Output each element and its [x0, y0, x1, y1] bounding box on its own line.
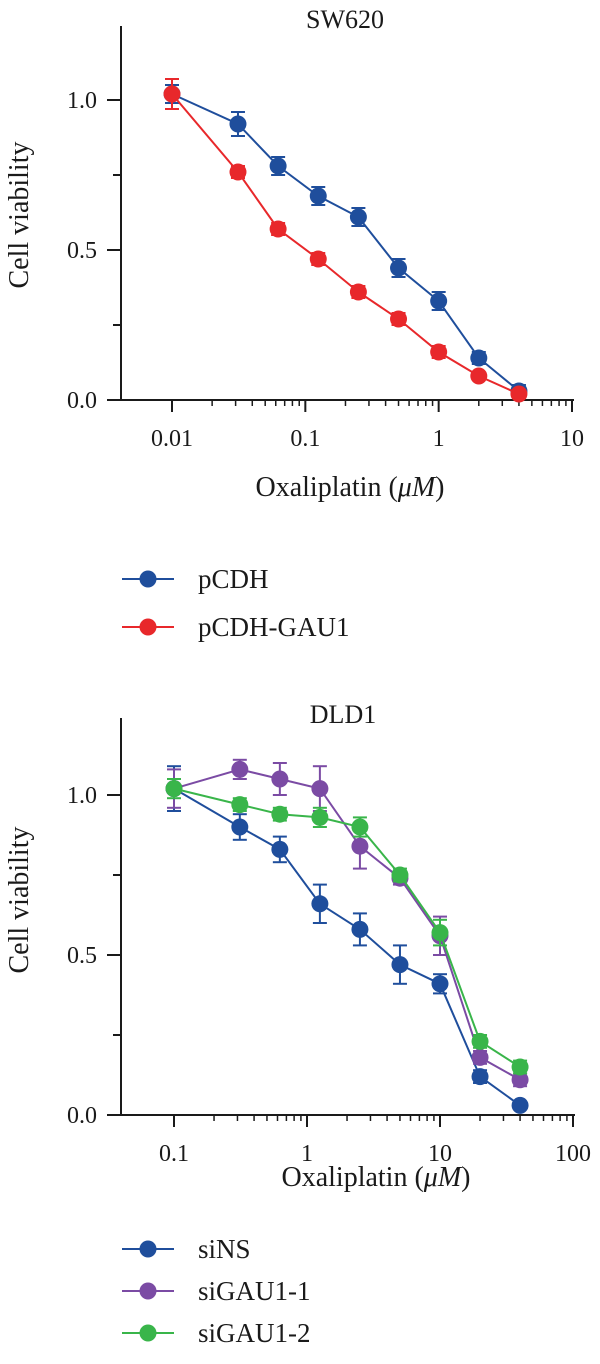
data-point [229, 115, 247, 133]
x-tick-label: 0.01 [151, 426, 193, 452]
data-point [391, 866, 409, 884]
plot-area [163, 78, 528, 403]
x-tick-label: 0.1 [290, 426, 320, 452]
data-point [165, 780, 183, 798]
data-point [231, 760, 249, 778]
series-sigau1-2 [165, 778, 529, 1076]
data-point [471, 1032, 489, 1050]
legend-label: siGAU1-2 [198, 1318, 311, 1348]
x-tick-label: 100 [555, 1141, 591, 1167]
x-axis-label: Oxaliplatin (μM) [255, 472, 444, 503]
legend-label: pCDH-GAU1 [198, 612, 350, 642]
x-tick-label: 1 [301, 1141, 313, 1167]
data-point [351, 818, 369, 836]
data-point [309, 250, 327, 268]
data-point [351, 837, 369, 855]
data-point [269, 157, 287, 175]
data-point [510, 385, 528, 403]
data-point [430, 343, 448, 361]
data-point [231, 796, 249, 814]
legend-marker [139, 618, 157, 636]
data-point [390, 259, 408, 277]
data-point [471, 1048, 489, 1066]
chart-dld1: DLD1 Cell viability Oxaliplatin (μM) 0.0… [4, 700, 591, 1348]
data-point [511, 1071, 529, 1089]
data-point [271, 840, 289, 858]
series-line [173, 768, 521, 1081]
legend-marker [139, 1240, 157, 1258]
data-point [271, 770, 289, 788]
data-point [511, 1096, 529, 1114]
data-point [391, 956, 409, 974]
chart-title: SW620 [306, 5, 384, 34]
legend-label: siGAU1-1 [198, 1276, 311, 1306]
legend-item: siGAU1-1 [122, 1276, 311, 1306]
data-point [511, 1058, 529, 1076]
data-point [349, 208, 367, 226]
legend-marker [139, 1282, 157, 1300]
x-tick-label: 1 [433, 426, 445, 452]
y-axis-label: Cell viability [4, 827, 35, 974]
y-tick-label: 1.0 [67, 88, 97, 114]
legend-item: pCDH-GAU1 [122, 612, 350, 642]
plot-area [165, 758, 529, 1114]
y-tick-label: 0.5 [67, 238, 97, 264]
data-point [471, 1068, 489, 1086]
legend-marker [139, 570, 157, 588]
data-point [349, 283, 367, 301]
legend-item: siGAU1-2 [122, 1318, 311, 1348]
legend: siNS siGAU1-1 siGAU1-2 [122, 1234, 311, 1348]
legend-label: pCDH [198, 564, 269, 594]
x-tick-label: 10 [560, 426, 584, 452]
series-line [171, 93, 520, 392]
series-line [173, 787, 521, 1068]
legend-label: siNS [198, 1234, 251, 1264]
y-tick-label: 0.0 [67, 388, 97, 414]
data-point [470, 367, 488, 385]
x-tick-label: 10 [428, 1141, 452, 1167]
data-point [231, 818, 249, 836]
data-point [351, 920, 369, 938]
data-point [163, 85, 181, 103]
chart-title: DLD1 [310, 700, 376, 729]
series-pcdh-gau1 [163, 78, 528, 403]
y-axis-label: Cell viability [4, 142, 35, 289]
data-point [431, 924, 449, 942]
legend-marker [139, 1324, 157, 1342]
chart-sw620: SW620 Cell viability Oxaliplatin (μM) 0.… [4, 5, 584, 642]
data-point [430, 292, 448, 310]
data-point [311, 808, 329, 826]
data-point [311, 895, 329, 913]
legend: pCDH pCDH-GAU1 [122, 564, 350, 642]
y-tick-label: 0.0 [67, 1103, 97, 1129]
axes: 0.0 0.5 1.0 0.01 0.1 1 10 [67, 26, 584, 452]
series-pcdh [163, 84, 528, 400]
legend-item: siNS [122, 1234, 251, 1264]
data-point [271, 805, 289, 823]
series-line [173, 787, 521, 1107]
axes: 0.0 0.5 1.0 0.1 1 10 100 [67, 718, 591, 1167]
y-tick-label: 1.0 [67, 783, 97, 809]
x-tick-label: 0.1 [159, 1141, 189, 1167]
x-axis-label: Oxaliplatin (μM) [281, 1162, 470, 1193]
data-point [470, 349, 488, 367]
data-point [229, 163, 247, 181]
y-tick-label: 0.5 [67, 943, 97, 969]
data-point [311, 780, 329, 798]
data-point [431, 975, 449, 993]
data-point [269, 220, 287, 238]
data-point [309, 187, 327, 205]
series-sins [165, 765, 529, 1114]
series-line [171, 93, 520, 395]
data-point [390, 310, 408, 328]
legend-item: pCDH [122, 564, 269, 594]
